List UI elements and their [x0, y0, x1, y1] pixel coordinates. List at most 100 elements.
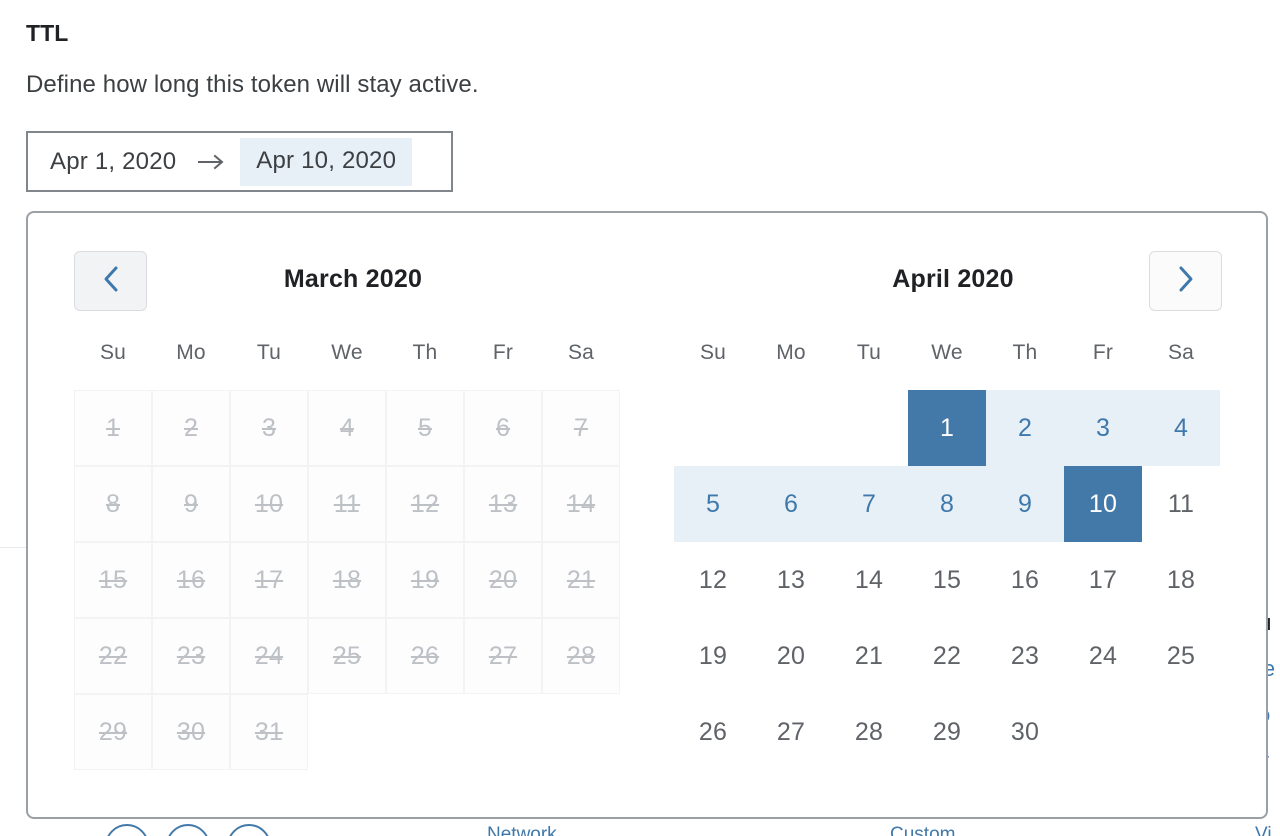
day-cell-21[interactable]: 21 [854, 641, 884, 670]
day-cell-12[interactable]: 12 [698, 565, 728, 594]
day-cell-19: 19 [386, 542, 464, 618]
day-cell-14[interactable]: 14 [854, 565, 884, 594]
weekday-label-mo: Mo [176, 341, 206, 364]
background-label-network[interactable]: Network [487, 824, 557, 836]
day-cell-23[interactable]: 23 [1010, 641, 1040, 670]
day-cell-24: 24 [230, 618, 308, 694]
weekday-label-th: Th [1012, 341, 1038, 364]
day-cell-5: 5 [386, 390, 464, 466]
day-cell-25: 25 [308, 618, 386, 694]
day-cell-17[interactable]: 17 [1088, 565, 1118, 594]
day-cell-23: 23 [152, 618, 230, 694]
chevron-left-icon [100, 264, 122, 299]
day-cell-27: 27 [464, 618, 542, 694]
day-cell-8[interactable]: 8 [908, 466, 986, 542]
day-cell-22[interactable]: 22 [932, 641, 962, 670]
day-cell-30[interactable]: 30 [1010, 717, 1040, 746]
day-cell-18[interactable]: 18 [1166, 565, 1196, 594]
day-cell-3[interactable]: 3 [1064, 390, 1142, 466]
avatar[interactable] [105, 824, 149, 836]
weekday-label-su: Su [99, 341, 127, 364]
day-cell-13[interactable]: 13 [776, 565, 806, 594]
day-cell-22: 22 [74, 618, 152, 694]
day-cell-7[interactable]: 7 [830, 466, 908, 542]
weekday-label-we: We [931, 341, 963, 364]
ttl-section: TTL Define how long this token will stay… [26, 20, 479, 99]
day-cell-11: 11 [308, 466, 386, 542]
day-grid: 1 2 3 4 5 6 7 8 9 10 11 12 13 14 15 16 17 18 19 20 21 22 23 24 2… [74, 390, 620, 770]
weekday-label-mo: Mo [776, 341, 806, 364]
day-cell-9: 9 [152, 466, 230, 542]
day-cell-11[interactable]: 11 [1167, 489, 1195, 518]
day-cell-31: 31 [230, 694, 308, 770]
day-cell-25[interactable]: 25 [1166, 641, 1196, 670]
weekday-label-th: Th [412, 341, 438, 364]
day-cell-2[interactable]: 2 [986, 390, 1064, 466]
day-cell-16[interactable]: 16 [1010, 565, 1040, 594]
day-cell-6: 6 [464, 390, 542, 466]
weekday-label-su: Su [699, 341, 727, 364]
day-cell-5[interactable]: 5 [674, 466, 752, 542]
day-cell-26[interactable]: 26 [698, 717, 728, 746]
weekday-label-sa: Sa [1167, 341, 1195, 364]
end-date-field[interactable]: Apr 10, 2020 [240, 137, 413, 186]
datepicker-popup: March 2020 Su Mo Tu We Th Fr Sa 1 2 3 4 5 6 7 8 9 10 11 1… [26, 211, 1268, 819]
date-range-input[interactable]: Apr 1, 2020 Apr 10, 2020 [26, 131, 453, 192]
ttl-description: Define how long this token will stay act… [26, 71, 479, 98]
day-cell-12: 12 [386, 466, 464, 542]
day-cell-8: 8 [74, 466, 152, 542]
day-cell-29: 29 [74, 694, 152, 770]
day-cell-1[interactable]: 1 [908, 390, 986, 466]
day-cell-15: 15 [74, 542, 152, 618]
chevron-right-icon [1175, 264, 1197, 299]
day-cell-empty [752, 390, 830, 466]
day-cell-28[interactable]: 28 [854, 717, 884, 746]
day-cell-2: 2 [152, 390, 230, 466]
day-cell-6[interactable]: 6 [752, 466, 830, 542]
day-cell-20[interactable]: 20 [776, 641, 806, 670]
day-cell-10[interactable]: 10 [1064, 466, 1142, 542]
next-month-button[interactable] [1149, 251, 1222, 311]
background-label-custom[interactable]: Custom [890, 824, 956, 836]
weekday-header-row: Su Mo Tu We Th Fr Sa [674, 341, 1220, 365]
day-cell-26: 26 [386, 618, 464, 694]
day-cell-4[interactable]: 4 [1142, 390, 1220, 466]
month-title: April 2020 [892, 265, 1014, 293]
day-cell-20: 20 [464, 542, 542, 618]
month-title: March 2020 [283, 265, 423, 293]
day-cell-19[interactable]: 19 [698, 641, 728, 670]
avatar[interactable] [166, 824, 210, 836]
weekday-label-sa: Sa [567, 341, 595, 364]
day-cell-30: 30 [152, 694, 230, 770]
day-cell-24[interactable]: 24 [1088, 641, 1118, 670]
start-date-field[interactable]: Apr 1, 2020 [50, 147, 177, 175]
weekday-label-fr: Fr [1092, 341, 1114, 364]
day-cell-4: 4 [308, 390, 386, 466]
day-cell-3: 3 [230, 390, 308, 466]
day-cell-18: 18 [308, 542, 386, 618]
weekday-label-we: We [331, 341, 363, 364]
day-cell-14: 14 [542, 466, 620, 542]
day-cell-9[interactable]: 9 [986, 466, 1064, 542]
day-cell-29[interactable]: 29 [932, 717, 962, 746]
arrow-right-icon [196, 152, 226, 172]
prev-month-button[interactable] [74, 251, 147, 311]
day-cell-13: 13 [464, 466, 542, 542]
weekday-label-tu: Tu [856, 341, 882, 364]
weekday-header-row: Su Mo Tu We Th Fr Sa [74, 341, 620, 365]
weekday-label-fr: Fr [492, 341, 514, 364]
day-cell-28: 28 [542, 618, 620, 694]
day-cell-27[interactable]: 27 [776, 717, 806, 746]
day-cell-17: 17 [230, 542, 308, 618]
background-label-vi[interactable]: Vi [1255, 824, 1272, 836]
avatar[interactable] [227, 824, 271, 836]
day-cell-empty [830, 390, 908, 466]
day-cell-15[interactable]: 15 [932, 565, 962, 594]
day-cell-21: 21 [542, 542, 620, 618]
page-title: TTL [26, 20, 69, 46]
day-cell-7: 7 [542, 390, 620, 466]
day-cell-10: 10 [230, 466, 308, 542]
background-bottom-row: Network Custom Vi [0, 818, 1280, 836]
weekday-label-tu: Tu [256, 341, 282, 364]
day-cell-1: 1 [74, 390, 152, 466]
